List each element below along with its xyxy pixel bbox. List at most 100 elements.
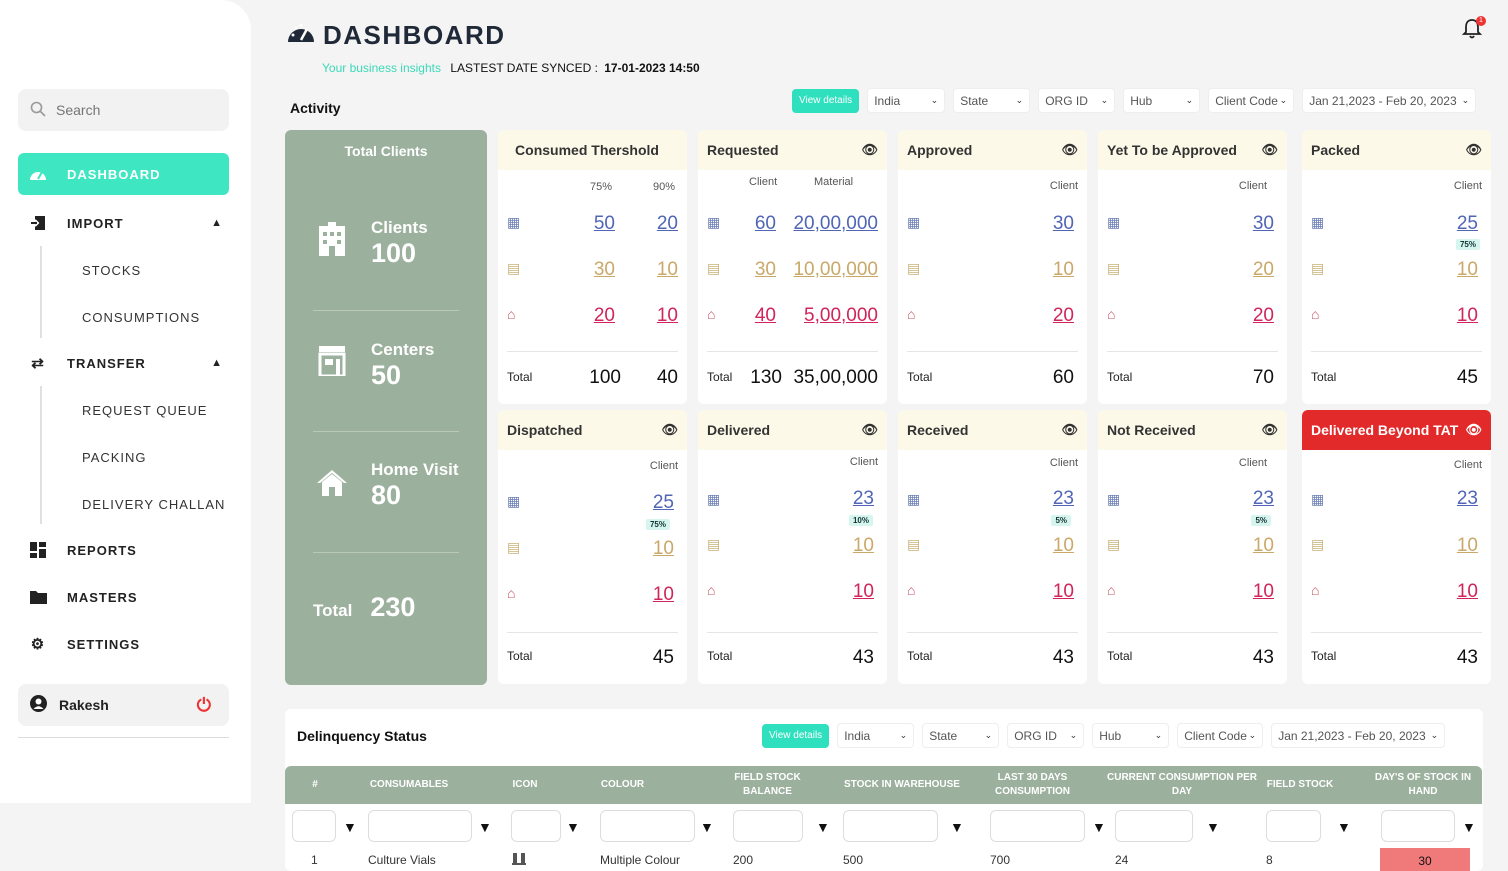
nav-dashboard[interactable]: DASHBOARD: [18, 153, 229, 195]
value-link[interactable]: 23: [1456, 488, 1478, 509]
value-link[interactable]: 30: [1252, 213, 1274, 234]
value-link[interactable]: 10: [1052, 581, 1074, 602]
eye-icon[interactable]: 👁: [1465, 142, 1482, 157]
filter-icon[interactable]: ▼: [950, 819, 964, 835]
hub-select[interactable]: Hub ⌄: [1123, 88, 1201, 113]
value-link[interactable]: 20: [1252, 259, 1274, 280]
view-details-button[interactable]: View details: [792, 88, 860, 113]
column-header[interactable]: FIELD STOCK: [1266, 779, 1334, 790]
value-link[interactable]: 10: [652, 584, 674, 605]
filter-input[interactable]: [843, 810, 938, 842]
value-link[interactable]: 30: [1052, 213, 1074, 234]
value-link[interactable]: 23: [1052, 488, 1074, 509]
view-details-button[interactable]: View details: [762, 723, 830, 748]
value-link[interactable]: 5,00,000: [804, 305, 878, 326]
filter-input[interactable]: [368, 810, 472, 842]
filter-input[interactable]: [1381, 810, 1455, 842]
value-link[interactable]: 25: [652, 492, 674, 513]
nav-transfer[interactable]: ⇄ TRANSFER ▲: [18, 342, 229, 384]
eye-icon[interactable]: 👁: [861, 142, 878, 157]
country-select[interactable]: India ⌄: [837, 723, 915, 748]
nav-settings[interactable]: ⚙ SETTINGS: [18, 623, 229, 665]
value-link[interactable]: 10: [1252, 535, 1274, 556]
value-link[interactable]: 10: [1456, 305, 1478, 326]
org-id-select[interactable]: ORG ID ⌄: [1038, 88, 1116, 113]
search-input[interactable]: [56, 102, 206, 118]
filter-icon[interactable]: ▼: [1206, 819, 1220, 835]
column-header[interactable]: STOCK IN WAREHOUSE: [844, 779, 960, 790]
filter-input[interactable]: [600, 810, 695, 842]
value-link[interactable]: 60: [754, 213, 776, 234]
state-select[interactable]: State ⌄: [922, 723, 1000, 748]
country-select[interactable]: India ⌄: [867, 88, 946, 113]
value-link[interactable]: 50: [593, 213, 615, 234]
value-link[interactable]: 10: [1052, 535, 1074, 556]
filter-input[interactable]: [1115, 810, 1193, 842]
filter-input[interactable]: [733, 810, 803, 842]
filter-icon[interactable]: ▼: [478, 819, 492, 835]
value-link[interactable]: 40: [754, 305, 776, 326]
nav-stocks[interactable]: STOCKS: [82, 263, 142, 278]
value-link[interactable]: 10: [1252, 581, 1274, 602]
filter-icon[interactable]: ▼: [700, 819, 714, 835]
org-id-select[interactable]: ORG ID ⌄: [1007, 723, 1085, 748]
chevron-up-icon[interactable]: ▲: [211, 357, 223, 369]
column-header[interactable]: COLOUR: [600, 779, 645, 790]
filter-icon[interactable]: ▼: [1092, 819, 1106, 835]
value-link[interactable]: 10,00,000: [793, 259, 878, 280]
nav-request-queue[interactable]: REQUEST QUEUE: [82, 403, 208, 418]
column-header[interactable]: CONSUMABLES: [369, 779, 449, 790]
value-link[interactable]: 30: [593, 259, 615, 280]
value-link[interactable]: 30: [754, 259, 776, 280]
date-range-select[interactable]: Jan 21,2023 - Feb 20, 2023 ⌄: [1302, 88, 1477, 113]
value-link[interactable]: 20: [593, 305, 615, 326]
eye-icon[interactable]: 👁: [1061, 142, 1078, 157]
eye-icon[interactable]: 👁: [661, 422, 678, 437]
client-code-select[interactable]: Client Code ⌄: [1177, 723, 1264, 748]
value-link[interactable]: 25: [1456, 213, 1478, 234]
eye-icon[interactable]: 👁: [1261, 142, 1278, 157]
value-link[interactable]: 10: [1456, 535, 1478, 556]
chevron-up-icon[interactable]: ▲: [211, 217, 223, 229]
value-link[interactable]: 10: [656, 259, 678, 280]
value-link[interactable]: 10: [852, 535, 874, 556]
filter-icon[interactable]: ▼: [566, 819, 580, 835]
column-header[interactable]: ICON: [512, 779, 538, 790]
filter-icon[interactable]: ▼: [816, 819, 830, 835]
filter-input[interactable]: [990, 810, 1085, 842]
column-header[interactable]: #: [312, 779, 318, 790]
value-link[interactable]: 10: [652, 538, 674, 559]
value-link[interactable]: 20: [656, 213, 678, 234]
value-link[interactable]: 10: [656, 305, 678, 326]
nav-masters[interactable]: MASTERS: [18, 576, 229, 618]
date-range-select[interactable]: Jan 21,2023 - Feb 20, 2023 ⌄: [1271, 723, 1446, 748]
nav-delivery-challan[interactable]: DELIVERY CHALLAN: [82, 497, 226, 512]
eye-icon[interactable]: 👁: [1061, 422, 1078, 437]
column-header[interactable]: CURRENT CONSUMPTION PER DAY: [1107, 772, 1258, 797]
filter-input[interactable]: [1266, 810, 1321, 842]
nav-reports[interactable]: REPORTS: [18, 529, 229, 571]
nav-import[interactable]: IMPORT ▲: [18, 202, 229, 244]
eye-icon[interactable]: 👁: [1261, 422, 1278, 437]
column-header[interactable]: FIELD STOCK BALANCE: [734, 772, 801, 797]
filter-icon[interactable]: ▼: [343, 819, 357, 835]
column-header[interactable]: DAY'S OF STOCK IN HAND: [1374, 772, 1472, 797]
value-link[interactable]: 10: [1456, 581, 1478, 602]
filter-icon[interactable]: ▼: [1337, 819, 1351, 835]
value-link[interactable]: 10: [1052, 259, 1074, 280]
filter-icon[interactable]: ▼: [1462, 819, 1476, 835]
hub-select[interactable]: Hub ⌄: [1092, 723, 1170, 748]
client-code-select[interactable]: Client Code ⌄: [1208, 88, 1295, 113]
state-select[interactable]: State ⌄: [953, 88, 1031, 113]
value-link[interactable]: 10: [1456, 259, 1478, 280]
filter-input[interactable]: [511, 810, 561, 842]
filter-input[interactable]: [292, 810, 336, 842]
value-link[interactable]: 23: [1252, 488, 1274, 509]
nav-packing[interactable]: PACKING: [82, 450, 147, 465]
bell-icon[interactable]: 1: [1461, 16, 1486, 45]
eye-icon[interactable]: 👁: [861, 422, 878, 437]
column-header[interactable]: LAST 30 DAYS CONSUMPTION: [995, 772, 1070, 797]
nav-consumptions[interactable]: CONSUMPTIONS: [82, 310, 201, 325]
search-box[interactable]: [18, 89, 229, 131]
power-icon[interactable]: ⏻: [196, 694, 211, 715]
